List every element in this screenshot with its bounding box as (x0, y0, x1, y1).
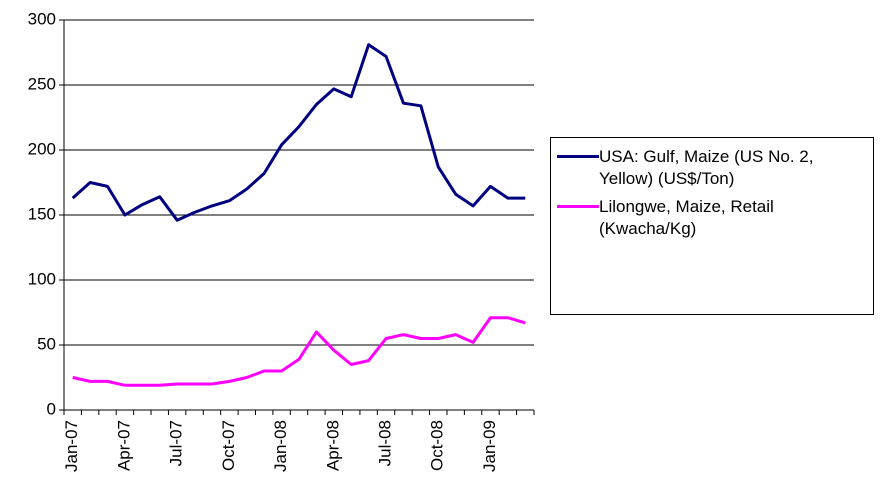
legend-swatch (557, 155, 599, 158)
x-tick-label: Jan-08 (271, 420, 290, 472)
legend-label: Lilongwe, Maize, Retail (Kwacha/Kg) (599, 197, 774, 238)
x-tick-label: Oct-08 (428, 420, 447, 471)
x-tick-label: Jan-07 (62, 420, 81, 472)
y-tick-label: 0 (47, 399, 56, 418)
x-tick-label: Jan-09 (480, 420, 499, 472)
y-tick-label: 200 (28, 139, 56, 158)
x-tick-label: Jul-08 (376, 420, 395, 466)
legend-entry: USA: Gulf, Maize (US No. 2, Yellow) (US$… (557, 146, 867, 190)
y-tick-label: 50 (37, 334, 56, 353)
legend-label: USA: Gulf, Maize (US No. 2, Yellow) (US$… (599, 147, 814, 188)
legend-swatch (557, 205, 599, 208)
series-line (72, 316, 526, 387)
y-tick-label: 250 (28, 74, 56, 93)
x-tick-label: Oct-07 (219, 420, 238, 471)
legend: USA: Gulf, Maize (US No. 2, Yellow) (US$… (550, 137, 874, 315)
x-tick-label: Jul-07 (167, 420, 186, 466)
x-tick-label: Apr-08 (323, 420, 342, 471)
series-line (71, 43, 526, 222)
y-tick-label: 100 (28, 269, 56, 288)
y-tick-label: 300 (28, 9, 56, 28)
y-tick-label: 150 (28, 204, 56, 223)
legend-entry: Lilongwe, Maize, Retail (Kwacha/Kg) (557, 196, 867, 240)
x-tick-label: Apr-07 (114, 420, 133, 471)
